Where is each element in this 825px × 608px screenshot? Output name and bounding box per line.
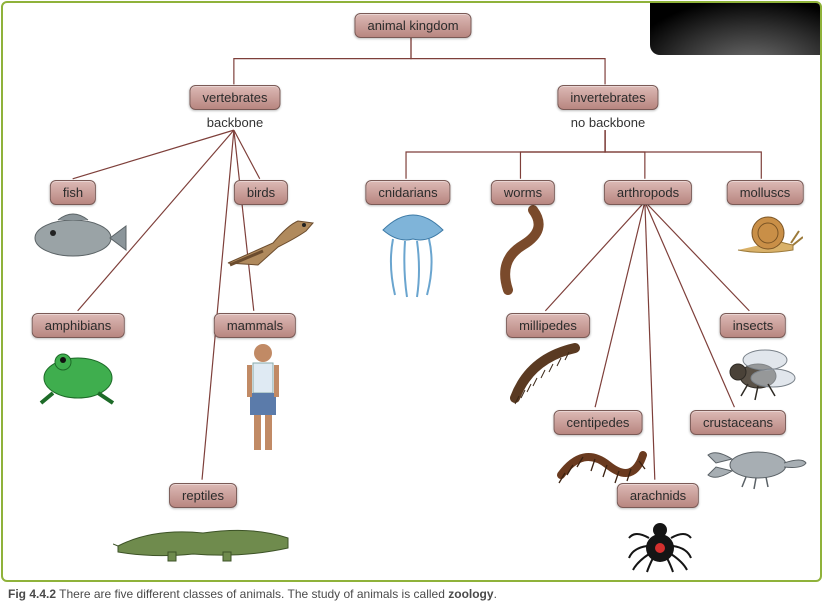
centipede-icon xyxy=(553,435,648,490)
node-molluscs: molluscs xyxy=(727,180,804,205)
node-fish: fish xyxy=(50,180,96,205)
subtitle-text: no backbone xyxy=(571,115,645,130)
node-vertebrates: vertebrates xyxy=(189,85,280,110)
node-crustaceans: crustaceans xyxy=(690,410,786,435)
node-worms: worms xyxy=(491,180,555,205)
fish-icon xyxy=(18,208,128,268)
node-arachnids: arachnids xyxy=(617,483,699,508)
figure-caption: Fig 4.4.2 There are five different class… xyxy=(0,583,825,601)
node-birds: birds xyxy=(234,180,288,205)
spider-icon xyxy=(623,508,698,573)
caption-text: There are five different classes of anim… xyxy=(56,587,448,601)
caption-fig-no: Fig 4.4.2 xyxy=(8,587,56,601)
node-label: invertebrates xyxy=(570,90,645,105)
frog-icon xyxy=(23,338,123,408)
fly-icon xyxy=(703,338,798,403)
node-label: animal kingdom xyxy=(367,18,458,33)
node-amphibians: amphibians xyxy=(32,313,125,338)
node-label: worms xyxy=(504,185,542,200)
snail-icon xyxy=(733,205,803,260)
node-centipedes: centipedes xyxy=(554,410,643,435)
subtitle-text: backbone xyxy=(207,115,263,130)
worm-icon xyxy=(493,205,553,295)
node-label: reptiles xyxy=(182,488,224,503)
diagram-frame: animal kingdom vertebrates invertebrates… xyxy=(1,1,822,582)
subtitle-backbone: backbone xyxy=(207,115,263,130)
node-label: fish xyxy=(63,185,83,200)
node-label: molluscs xyxy=(740,185,791,200)
node-arthropods: arthropods xyxy=(604,180,692,205)
node-label: insects xyxy=(733,318,773,333)
node-label: vertebrates xyxy=(202,90,267,105)
node-invertebrates: invertebrates xyxy=(557,85,658,110)
node-label: millipedes xyxy=(519,318,577,333)
node-cnidarians: cnidarians xyxy=(365,180,450,205)
node-label: centipedes xyxy=(567,415,630,430)
millipede-icon xyxy=(505,338,585,408)
lobster-icon xyxy=(698,433,808,493)
photo-corner-overlay xyxy=(650,3,820,55)
human-icon xyxy=(228,338,298,458)
node-label: mammals xyxy=(227,318,283,333)
node-insects: insects xyxy=(720,313,786,338)
node-reptiles: reptiles xyxy=(169,483,237,508)
node-label: birds xyxy=(247,185,275,200)
node-label: arachnids xyxy=(630,488,686,503)
node-mammals: mammals xyxy=(214,313,296,338)
node-millipedes: millipedes xyxy=(506,313,590,338)
jellyfish-icon xyxy=(373,205,453,300)
node-label: cnidarians xyxy=(378,185,437,200)
bird-icon xyxy=(218,203,318,273)
node-animal-kingdom: animal kingdom xyxy=(354,13,471,38)
crocodile-icon xyxy=(113,508,293,563)
subtitle-no-backbone: no backbone xyxy=(571,115,645,130)
node-label: crustaceans xyxy=(703,415,773,430)
node-label: amphibians xyxy=(45,318,112,333)
node-label: arthropods xyxy=(617,185,679,200)
caption-tail: . xyxy=(494,587,497,601)
caption-bold-term: zoology xyxy=(448,587,493,601)
